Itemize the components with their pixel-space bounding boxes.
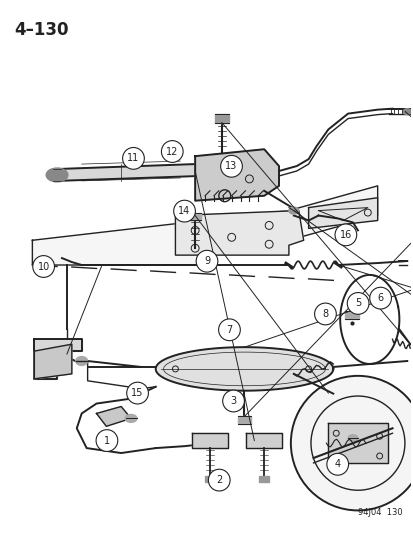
Text: 13: 13	[225, 161, 237, 171]
Text: 11: 11	[127, 154, 139, 164]
Text: 12: 12	[166, 147, 178, 157]
Circle shape	[96, 430, 118, 451]
Circle shape	[196, 251, 217, 272]
Circle shape	[161, 141, 183, 163]
Text: 15: 15	[131, 388, 143, 398]
Polygon shape	[328, 423, 387, 463]
Ellipse shape	[46, 168, 68, 182]
Text: 94J04  130: 94J04 130	[357, 508, 401, 518]
Circle shape	[334, 224, 356, 246]
Text: 2: 2	[216, 475, 222, 485]
Polygon shape	[175, 211, 303, 255]
FancyBboxPatch shape	[214, 114, 228, 123]
FancyBboxPatch shape	[189, 213, 201, 221]
Circle shape	[369, 287, 391, 309]
Ellipse shape	[288, 207, 298, 214]
Polygon shape	[34, 344, 72, 379]
Circle shape	[347, 293, 368, 314]
Polygon shape	[155, 347, 332, 391]
Circle shape	[33, 256, 55, 277]
Polygon shape	[308, 198, 377, 229]
FancyBboxPatch shape	[204, 476, 214, 482]
Text: 1: 1	[104, 435, 110, 446]
Polygon shape	[195, 149, 278, 201]
Circle shape	[220, 156, 242, 177]
Text: 16: 16	[339, 230, 351, 240]
Text: 4–130: 4–130	[14, 21, 69, 38]
Polygon shape	[57, 164, 199, 181]
Circle shape	[122, 148, 144, 169]
FancyBboxPatch shape	[344, 311, 358, 319]
Polygon shape	[96, 407, 131, 426]
Text: 3: 3	[230, 396, 236, 406]
Circle shape	[290, 376, 413, 511]
Text: 4: 4	[334, 459, 340, 469]
Text: 6: 6	[377, 293, 383, 303]
Circle shape	[218, 319, 240, 341]
Polygon shape	[32, 186, 377, 265]
FancyBboxPatch shape	[259, 476, 268, 482]
Circle shape	[208, 469, 230, 491]
Circle shape	[326, 454, 348, 475]
Circle shape	[222, 390, 244, 412]
Circle shape	[126, 382, 148, 404]
Text: 9: 9	[204, 256, 209, 266]
Text: 10: 10	[38, 262, 50, 271]
Polygon shape	[192, 433, 227, 448]
Ellipse shape	[125, 415, 137, 422]
Ellipse shape	[402, 109, 410, 115]
Text: 7: 7	[226, 325, 232, 335]
Text: 8: 8	[322, 309, 328, 319]
Ellipse shape	[347, 435, 357, 442]
Text: 5: 5	[354, 298, 361, 309]
Polygon shape	[34, 339, 81, 379]
Text: 14: 14	[178, 206, 190, 216]
FancyBboxPatch shape	[237, 416, 251, 424]
Ellipse shape	[76, 357, 88, 366]
Circle shape	[173, 200, 195, 222]
Circle shape	[314, 303, 335, 325]
Polygon shape	[246, 433, 281, 448]
